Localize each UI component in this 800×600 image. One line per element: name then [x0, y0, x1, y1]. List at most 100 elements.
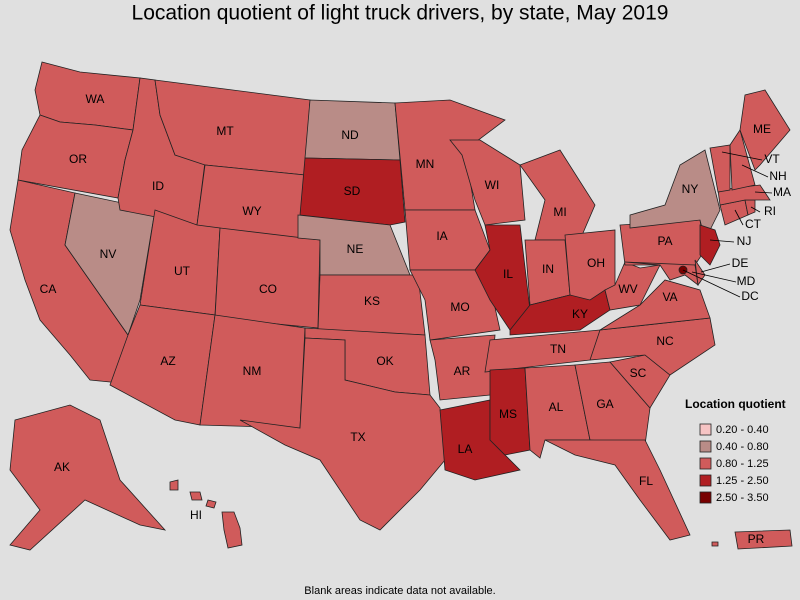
state-label: FL — [639, 474, 653, 488]
state-label: AL — [549, 400, 564, 414]
legend: Location quotient 0.20 - 0.40 0.40 - 0.80… — [685, 397, 786, 504]
state-label: AR — [454, 364, 471, 378]
state-shape — [739, 89, 791, 171]
state-label: RI — [764, 204, 776, 218]
state-label: MS — [499, 407, 517, 421]
state-label: MD — [737, 274, 756, 288]
legend-swatch — [699, 457, 712, 470]
state-label: SC — [630, 366, 647, 380]
state-label: PR — [748, 532, 765, 546]
state-shape — [221, 511, 243, 549]
state-label: VT — [764, 152, 780, 166]
state-shape — [734, 529, 793, 550]
state-label: WI — [485, 178, 500, 192]
state-label: NE — [347, 242, 364, 256]
state-shape — [709, 144, 731, 193]
state-shape — [574, 361, 651, 446]
state-label: NC — [656, 334, 674, 348]
state-label: MT — [216, 124, 234, 138]
state-shape — [474, 224, 531, 331]
state-labels: WA OR CA NV ID MT WY UT CO AZ NM ND SD NE KS OK TX MN IA MO… — [40, 92, 791, 546]
leader-line — [721, 151, 763, 161]
legend-swatch — [699, 474, 712, 487]
leader-line — [700, 263, 731, 273]
state-label: WY — [242, 204, 261, 218]
leader-line — [682, 269, 741, 298]
state-shape — [694, 259, 706, 287]
state-label: KS — [364, 294, 380, 308]
state-label: PA — [657, 234, 672, 248]
state-shape — [189, 491, 203, 501]
state-label: ID — [152, 179, 164, 193]
state-label: IL — [503, 267, 513, 281]
state-label: TX — [350, 430, 365, 444]
state-label: DC — [741, 289, 759, 303]
legend-label: 0.20 - 0.40 — [716, 424, 769, 436]
state-shape — [239, 337, 446, 531]
footnote: Blank areas indicate data not available. — [304, 585, 495, 597]
state-label: OK — [376, 354, 393, 368]
state-label: OH — [587, 256, 605, 270]
state-label: NV — [100, 247, 117, 261]
state-label: CO — [259, 282, 277, 296]
state-label: NH — [769, 169, 786, 183]
state-label: AK — [54, 460, 70, 474]
legend-swatch — [699, 440, 712, 453]
state-label: WV — [618, 282, 637, 296]
leader-line — [709, 239, 735, 243]
leader-line — [691, 271, 737, 283]
legend-label: 0.80 - 1.25 — [716, 458, 769, 470]
state-label: ND — [341, 128, 359, 142]
state-shape — [711, 541, 719, 547]
state-label: SD — [344, 184, 361, 198]
state-label: IA — [436, 229, 447, 243]
state-label: CT — [745, 217, 762, 231]
state-shape — [9, 404, 167, 551]
leader-line — [750, 206, 761, 213]
legend-swatch — [699, 423, 712, 436]
state-shape — [169, 479, 179, 491]
state-label: UT — [174, 264, 191, 278]
state-label: IN — [542, 262, 554, 276]
state-shape — [717, 184, 771, 206]
state-label: ME — [753, 122, 771, 136]
legend-label: 1.25 - 2.50 — [716, 475, 769, 487]
state-shape — [544, 439, 691, 541]
state-label: NY — [682, 182, 699, 196]
state-label: NJ — [737, 234, 752, 248]
state-shape — [699, 224, 721, 266]
state-shape — [629, 149, 721, 242]
state-label: MN — [416, 157, 435, 171]
state-label: KY — [572, 307, 588, 321]
state-label: CA — [40, 282, 57, 296]
leader-line — [741, 164, 769, 178]
state-label: LA — [458, 442, 473, 456]
state-shape — [449, 139, 526, 226]
state-label: DE — [732, 256, 749, 270]
state-label: MO — [450, 300, 469, 314]
state-label: WA — [86, 92, 105, 106]
legend-label: 0.40 - 0.80 — [716, 441, 769, 453]
state-label: HI — [190, 508, 202, 522]
legend-title: Location quotient — [685, 397, 786, 411]
state-label: AZ — [160, 354, 175, 368]
state-shape — [205, 499, 217, 509]
state-shape — [604, 261, 661, 311]
state-shape — [299, 157, 406, 226]
map-title: Location quotient of light truck drivers… — [132, 2, 669, 25]
legend-label: 2.50 - 3.50 — [716, 492, 769, 504]
state-label: MA — [773, 185, 791, 199]
legend-swatch — [699, 491, 712, 504]
leader-line — [734, 209, 744, 226]
states — [9, 61, 793, 551]
state-label: MI — [553, 205, 566, 219]
state-shape — [599, 279, 711, 331]
state-label: VA — [662, 290, 677, 304]
state-label: OR — [69, 152, 87, 166]
state-label: TN — [550, 342, 566, 356]
state-shape — [429, 334, 496, 401]
state-shape — [729, 129, 756, 191]
state-shape — [214, 227, 321, 329]
leader-line — [754, 191, 773, 194]
state-label: NM — [243, 364, 262, 378]
